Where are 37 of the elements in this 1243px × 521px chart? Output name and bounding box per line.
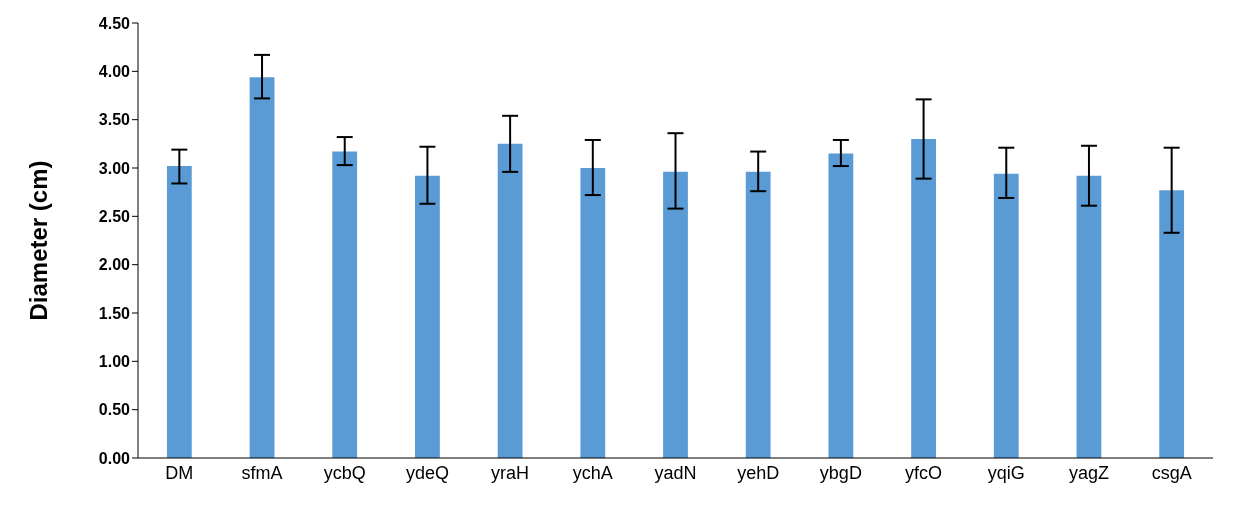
x-tick-label: yraH: [491, 462, 530, 483]
x-tick-label: ydeQ: [405, 462, 449, 483]
x-tick-label: yehD: [737, 462, 780, 483]
bar: [497, 143, 523, 458]
bar: [166, 166, 192, 458]
y-tick-label: 4.00: [98, 63, 131, 81]
bar: [993, 173, 1019, 458]
bar: [745, 171, 771, 458]
y-tick-label: 3.00: [98, 159, 131, 177]
x-tick-label: yadN: [654, 462, 697, 483]
x-tick-label: yfcO: [905, 462, 943, 483]
bar: [911, 139, 936, 458]
x-tick-label: sfmA: [241, 462, 283, 483]
y-tick-label: 0.00: [98, 449, 131, 467]
y-tick-label: 1.00: [98, 353, 131, 371]
y-tick-label: 2.50: [98, 208, 131, 226]
y-tick-label: 3.50: [98, 111, 131, 129]
x-tick-label: ycbQ: [323, 462, 366, 483]
y-tick-label: 0.50: [98, 401, 131, 419]
bar: [415, 175, 440, 458]
x-tick-label: yqiG: [987, 462, 1025, 483]
y-tick-label: 4.50: [98, 14, 131, 32]
bar: [663, 171, 688, 458]
bar: [249, 77, 275, 458]
x-tick-label: DM: [165, 462, 194, 483]
y-axis-title: Diameter (cm): [24, 160, 52, 321]
x-tick-label: ybgD: [819, 462, 862, 483]
x-tick-label: yagZ: [1068, 462, 1109, 483]
bar: [828, 153, 854, 458]
x-tick-label: ychA: [572, 462, 613, 483]
bar: [1076, 175, 1102, 458]
bar: [580, 168, 606, 458]
y-tick-label: 2.00: [98, 256, 131, 274]
bar: [1159, 190, 1185, 458]
y-tick-label: 1.50: [98, 304, 131, 322]
x-tick-label: csgA: [1151, 462, 1192, 483]
bar: [332, 151, 358, 458]
